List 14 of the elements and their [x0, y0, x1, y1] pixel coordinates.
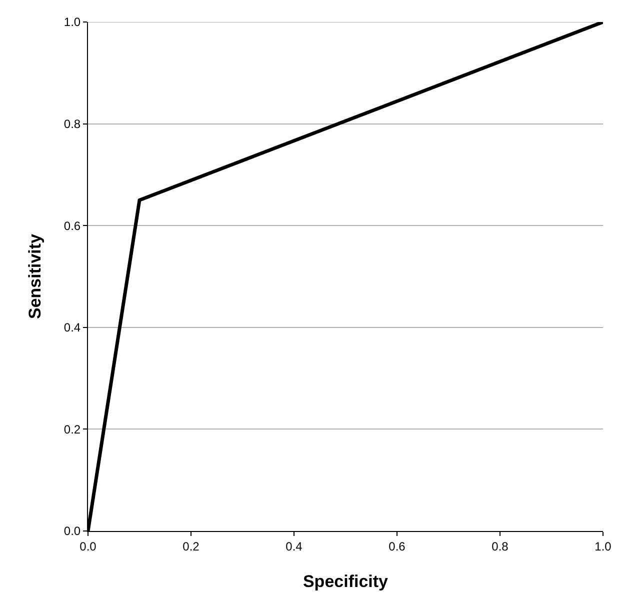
y-tick-label: 0.4	[64, 320, 81, 335]
x-tick-label: 1.0	[594, 539, 612, 554]
x-tick-label: 0.2	[182, 539, 200, 554]
x-tick-label: 0.0	[80, 539, 97, 554]
y-tick-label: 0.2	[64, 422, 81, 436]
x-tick-label: 0.4	[286, 539, 303, 554]
y-tick-label: 0.0	[64, 524, 81, 538]
x-tick-label: 0.6	[388, 539, 406, 554]
y-tick-label: 0.8	[64, 117, 81, 131]
x-axis-title: Specificity	[302, 572, 389, 591]
y-axis-title: Sensitivity	[25, 233, 44, 320]
y-tick-label: 0.6	[64, 218, 81, 233]
x-tick-label: 0.8	[492, 539, 509, 554]
y-tick-label: 1.0	[64, 15, 81, 30]
